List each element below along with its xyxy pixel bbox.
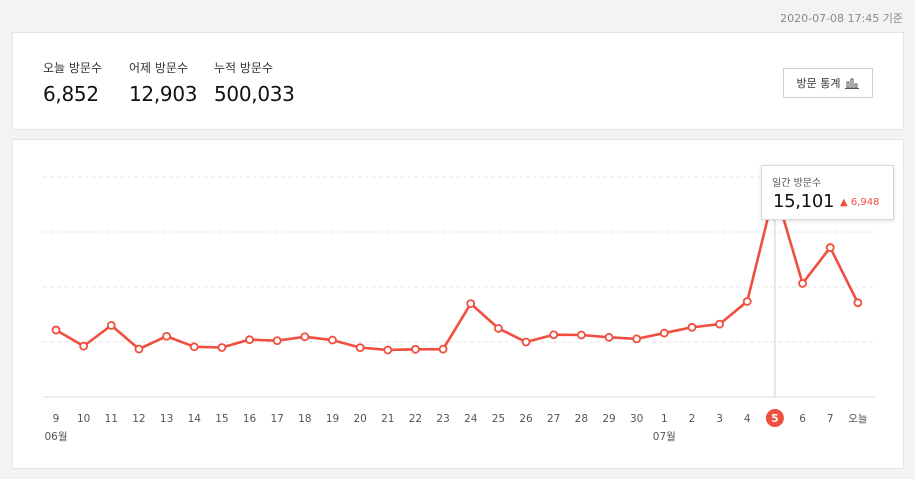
data-point	[825, 243, 835, 252]
x-tick-label: 14	[188, 413, 202, 425]
x-tick-label: 4	[744, 413, 751, 425]
data-point	[438, 344, 448, 354]
x-tick-label: 7	[827, 413, 834, 425]
data-point	[272, 336, 282, 346]
x-tick-active-marker	[765, 409, 784, 427]
data-point	[521, 337, 531, 347]
data-point	[355, 343, 365, 353]
x-tick-label: 18	[298, 413, 311, 425]
data-point	[604, 332, 614, 342]
data-point	[853, 298, 863, 308]
x-tick-label: 25	[492, 413, 505, 425]
x-tick-label: 30	[630, 413, 643, 425]
x-tick-label: 16	[243, 413, 257, 425]
series-line	[55, 188, 860, 352]
yesterday-visits: 어제 방문수 12,903	[129, 59, 197, 106]
line-chart: 9 10 11 12 13 14 15 16 17 18 19 20 21 22 23 24 25 26 27 28 2…	[43, 176, 875, 443]
visit-stats-button[interactable]: 방문 통계	[783, 68, 873, 98]
visit-stats-card: 오늘 방문수 6,852 어제 방문수 12,903 누적 방문수 500,03…	[12, 32, 904, 130]
data-point	[245, 335, 254, 345]
today-visits: 오늘 방문수 6,852	[43, 59, 102, 106]
x-tick-label: 11	[105, 413, 118, 425]
x-tick-label: 오늘	[848, 413, 868, 425]
data-point	[162, 331, 172, 341]
total-visits: 누적 방문수 500,033	[214, 59, 295, 106]
data-point	[493, 323, 503, 333]
today-visits-value: 6,852	[43, 82, 99, 106]
data-point	[742, 297, 752, 306]
total-visits-label: 누적 방문수	[214, 61, 274, 75]
data-point	[715, 319, 724, 329]
data-point	[328, 335, 337, 345]
data-point	[798, 279, 807, 288]
tooltip-label: 일간 방문수	[772, 178, 822, 189]
data-point	[576, 330, 586, 340]
bar-chart-icon	[845, 78, 860, 89]
visit-stats-button-label: 방문 통계	[796, 77, 841, 90]
data-point	[411, 344, 420, 354]
chart-tooltip: 일간 방문수 15,101 ▲ 6,948	[761, 165, 894, 220]
data-point	[51, 325, 61, 335]
x-tick-label: 20	[353, 413, 366, 425]
x-tick-label: 10	[77, 413, 90, 425]
data-point	[549, 330, 559, 340]
x-tick-label: 12	[132, 413, 145, 425]
timestamp: 2020-07-08 17:45 기준	[780, 12, 903, 25]
data-point	[383, 345, 393, 355]
tooltip-delta-value: 6,948	[850, 197, 880, 208]
x-tick-label: 21	[381, 413, 394, 425]
x-tick-label: 28	[575, 413, 588, 425]
yesterday-visits-label: 어제 방문수	[129, 61, 189, 75]
x-tick-label: 19	[326, 413, 339, 425]
yesterday-visits-value: 12,903	[129, 82, 198, 106]
data-point	[217, 343, 227, 352]
data-point	[79, 341, 89, 351]
data-point	[687, 322, 697, 332]
tooltip-delta: ▲ 6,948	[840, 197, 880, 208]
x-tick-label: 26	[519, 413, 533, 425]
x-tick-label: 29	[602, 413, 615, 425]
x-tick-label: 22	[409, 413, 422, 425]
today-visits-label: 오늘 방문수	[43, 61, 103, 75]
x-tick-label: 1	[661, 413, 668, 425]
data-point	[300, 332, 310, 342]
x-tick-label: 23	[436, 413, 449, 425]
x-tick-label: 13	[160, 413, 173, 425]
x-tick-label: 15	[215, 413, 228, 425]
x-tick-label: 6	[799, 413, 806, 425]
month-label: 07월	[653, 431, 676, 443]
data-point	[659, 328, 669, 338]
x-tick-label: 3	[716, 413, 723, 425]
data-point	[189, 342, 199, 352]
x-tick-label: 24	[464, 413, 478, 425]
x-tick-label: 17	[271, 413, 284, 425]
x-tick-label: 27	[547, 413, 560, 425]
data-point	[134, 344, 144, 354]
data-point	[106, 320, 116, 330]
x-tick-label: 9	[53, 413, 60, 425]
daily-visits-chart: 9 10 11 12 13 14 15 16 17 18 19 20 21 22 23 24 25 26 27 28 2…	[12, 139, 904, 469]
tooltip-value: 15,101	[773, 191, 835, 212]
x-tick-label: 5	[771, 413, 778, 425]
x-tick-label: 2	[689, 413, 696, 425]
total-visits-value: 500,033	[214, 82, 295, 106]
data-point	[632, 334, 642, 344]
data-point	[466, 299, 476, 309]
month-label: 06월	[44, 431, 67, 443]
